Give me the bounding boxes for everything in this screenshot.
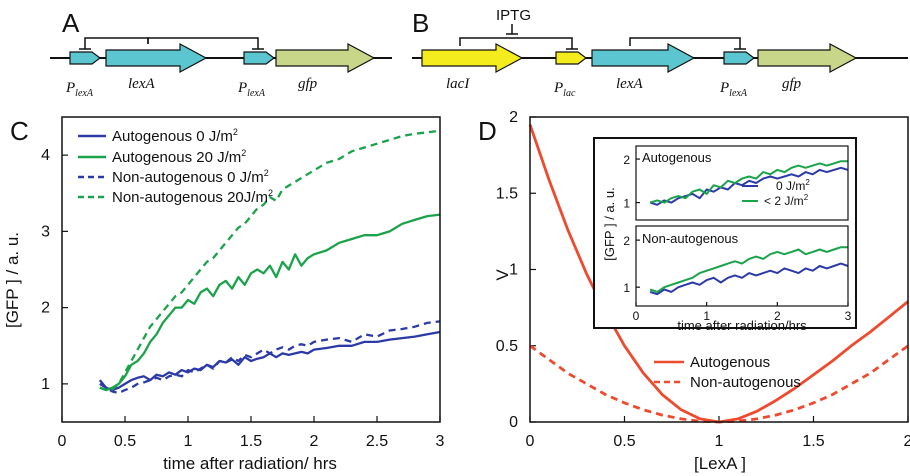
inset-bottom-xtick-label: 3 (845, 309, 852, 323)
panel-c-axes-frame (61, 116, 441, 423)
panel-a-promoter-1 (69, 51, 101, 65)
panel-c-series-1 (98, 330, 441, 392)
panel-c-xtick-label: 3 (436, 433, 445, 450)
panel-c-series-2 (99, 213, 441, 392)
panel-b-gene-laci (421, 42, 524, 74)
panel-a-label: A (62, 8, 80, 38)
panel-c-ytick-label: 2 (41, 300, 50, 317)
inset-bottom-xtick-label: 1 (703, 309, 710, 323)
panel-b-promoter-lexa-label: PlexA (719, 80, 748, 99)
panel-c-xtick-label: 2 (310, 433, 319, 450)
panel-c: C [GFP ] / a. u. time after radiation/ h… (3, 116, 445, 473)
inset-legend-label-2: < 2 J/m2 (764, 193, 809, 208)
legend-c-label-2: Autogenous 20 J/m2 (112, 148, 246, 166)
panel-c-series-4 (99, 129, 441, 392)
panel-a-gene-gfp (275, 42, 376, 74)
panel-a-gene-lexa (105, 42, 208, 74)
inset-top: 12 (623, 153, 849, 211)
inset-top-frame (635, 145, 849, 221)
inset-bottom-series-2 (649, 246, 848, 293)
panel-d-axes-frame (529, 116, 909, 423)
panel-a-gene-gfp-label: gfp (298, 76, 318, 92)
inset-bottom-ytick-label: 1 (623, 281, 630, 295)
legend-d-label-1: Autogenous (690, 354, 770, 371)
panel-d-xlabel: [LexA ] (694, 454, 746, 473)
panel-a-repression-arc-1 (84, 37, 149, 49)
panel-d-legend: Autogenous Non-autogenous (654, 354, 801, 391)
panel-d-ytick-label: 1.5 (496, 185, 518, 202)
panel-d-xtick-label: 1 (715, 433, 724, 450)
inset-top-title: Autogenous (642, 150, 712, 165)
panel-c-xtick-label: 2.5 (366, 433, 388, 450)
panel-c-xtick-label: 1.5 (240, 433, 262, 450)
inset-top-series-2 (649, 160, 848, 204)
panel-b-promoter-lexa (723, 51, 755, 65)
inset-outer-frame (593, 137, 857, 329)
inset-bottom-series-1 (649, 262, 849, 296)
panel-c-ytick-label: 3 (41, 223, 50, 240)
panel-b-gene-lexa (591, 42, 696, 74)
panel-b-repression-arc-2 (629, 37, 741, 49)
panel-a-promoter-2-label: PlexA (237, 80, 266, 99)
panel-c-xtick-label: 0.5 (114, 433, 136, 450)
panel-d-xtick-label: 0 (526, 433, 535, 450)
panel-c-xtick-label: 1 (184, 433, 193, 450)
panel-b: B IPTG lacI Plac lexA PlexA gfp (412, 7, 908, 99)
panel-d-ticks: 0 0.5 1 1.5 2 0 0.5 1 1.5 2 (496, 109, 910, 450)
inset-bottom-xtick-label: 0 (633, 309, 640, 323)
panel-c-label: C (10, 116, 29, 146)
panel-c-ticks: 0 0.5 1 1.5 2 2.5 3 1 2 3 4 (41, 147, 444, 450)
legend-c-label-3: Non-autogenous 0 J/m2 (112, 168, 269, 186)
panel-d-label: D (478, 116, 497, 146)
panel-d-xtick-label: 0.5 (613, 433, 635, 450)
panel-b-gene-lexa-label: lexA (616, 76, 643, 92)
panel-c-series-3 (99, 320, 441, 395)
panel-b-inducer-label: IPTG (496, 7, 531, 24)
panel-b-gene-gfp (757, 42, 858, 74)
panel-c-ytick-label: 4 (41, 147, 50, 164)
inset-legend-label-1: 0 J/m2 (776, 178, 810, 193)
panel-b-label: B (412, 8, 429, 38)
inset-bottom-frame (635, 225, 849, 307)
panel-b-gene-laci-label: lacI (446, 76, 470, 92)
panel-c-legend: Autogenous 0 J/m2 Autogenous 20 J/m2 Non… (78, 127, 273, 206)
inset-bottom-xtick-label: 2 (774, 309, 781, 323)
panel-d: D V [LexA ] 0 0.5 1 1.5 2 0 0.5 1 1.5 2 Autogenou… (478, 109, 910, 473)
panel-d-ytick-label: 0 (509, 414, 518, 431)
panel-d-ytick-label: 2 (509, 109, 518, 126)
panel-d-ytick-label: 0.5 (496, 338, 518, 355)
inset-xlabel: time after radiation/hrs (677, 318, 807, 333)
panel-a-promoter-2 (243, 51, 275, 65)
panel-c-xlabel: time after radiation/ hrs (163, 454, 337, 473)
panel-a-gene-lexa-label: lexA (128, 76, 155, 92)
panel-d-xtick-label: 2 (904, 433, 910, 450)
panel-a-repression-arc-2 (147, 37, 259, 49)
legend-d-label-2: Non-autogenous (690, 374, 801, 391)
inset-bottom-ytick-label: 2 (623, 234, 630, 248)
inset-top-ytick-label: 1 (623, 197, 630, 211)
inset-top-ytick-label: 2 (623, 153, 630, 167)
panel-d-ytick-label: 1 (509, 262, 518, 279)
legend-c-label-4: Non-autogenous 20J/m2 (112, 188, 273, 206)
inset-ylabel: [GFP ] / a. u. (602, 187, 617, 260)
panel-b-gene-gfp-label: gfp (782, 76, 802, 92)
panel-c-ylabel: [GFP ] / a. u. (3, 232, 22, 328)
panel-b-promoter-lac (555, 51, 587, 65)
panel-c-ytick-label: 1 (41, 376, 50, 393)
panel-c-xtick-label: 0 (58, 433, 67, 450)
panel-a-promoter-1-label: PlexA (65, 80, 94, 99)
panel-b-repression-arc-1 (459, 37, 573, 49)
panel-c-series (98, 129, 441, 395)
inset-bottom-title: Non-autogenous (642, 231, 739, 246)
panel-d-xtick-label: 1.5 (802, 433, 824, 450)
panel-b-promoter-lac-label: Plac (553, 80, 576, 99)
panel-a: A PlexA lexA PlexA gfp (50, 8, 392, 99)
legend-c-label-1: Autogenous 0 J/m2 (112, 127, 238, 145)
panel-d-ylabel: V (493, 269, 512, 281)
